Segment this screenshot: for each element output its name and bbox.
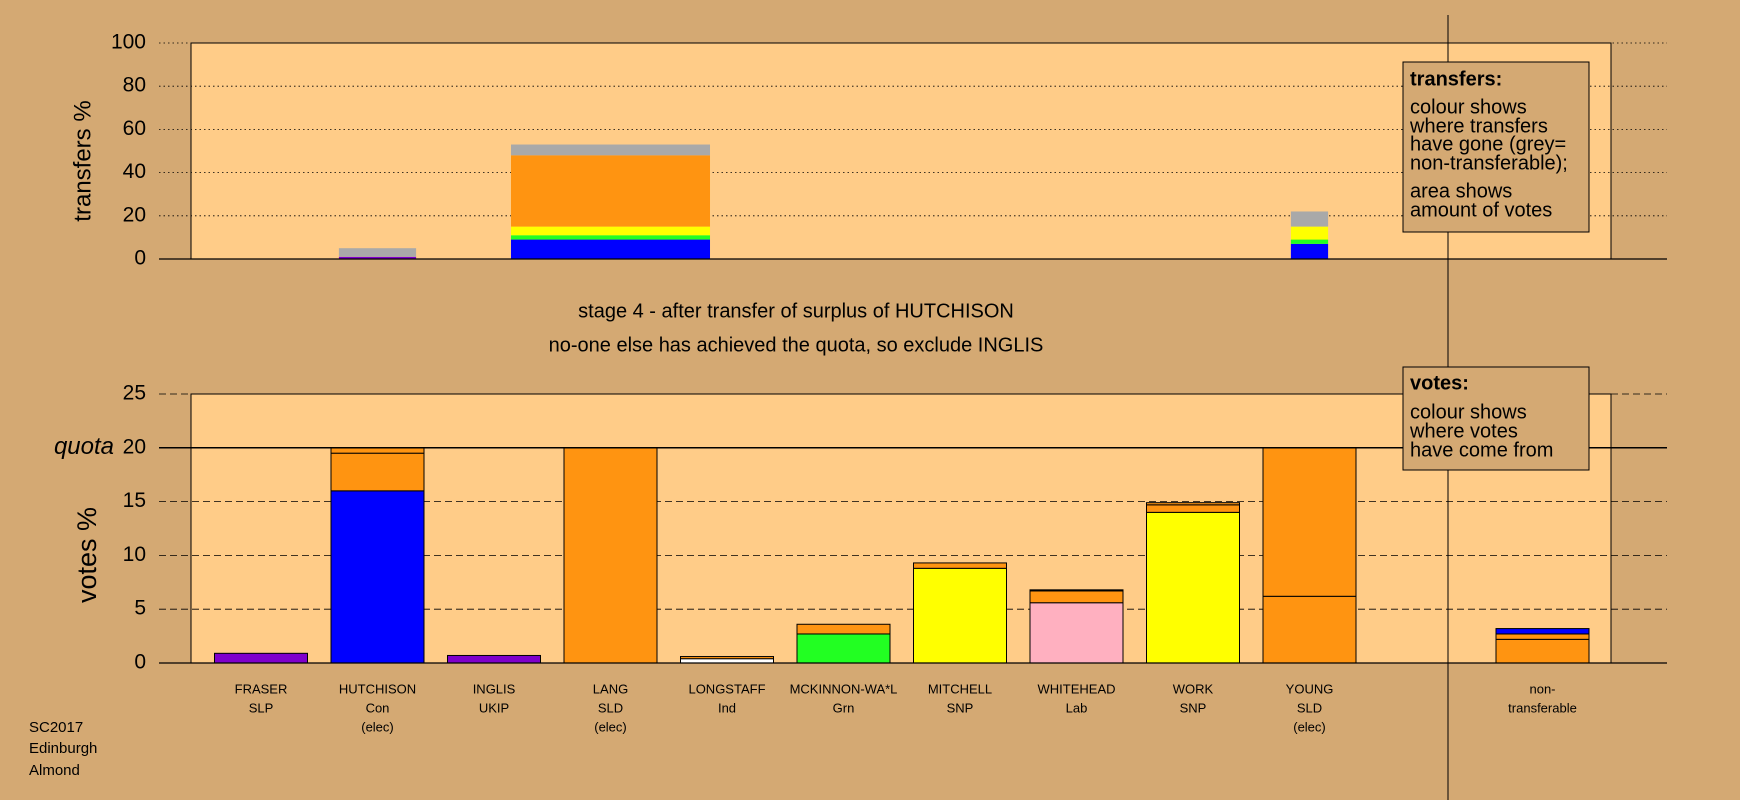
legend-text: have gone (grey= (1410, 133, 1566, 155)
legend-box (1402, 61, 1590, 233)
x-tick-label: LANG (593, 681, 628, 696)
bar-segment (680, 656, 774, 660)
bar-segment (1146, 511, 1240, 664)
x-tick-label: SNP (947, 700, 974, 715)
bar-segment (1146, 502, 1240, 506)
bar-segment (680, 658, 774, 664)
y-tick-label: 15 (123, 489, 146, 512)
bar-segment (1495, 628, 1590, 635)
bar-segment (510, 239, 711, 259)
x-tick-label: WHITEHEAD (1038, 681, 1116, 696)
legend-text: have come from (1410, 439, 1553, 461)
x-tick-label: MITCHELL (928, 681, 992, 696)
y-axis-label: votes % (72, 507, 102, 603)
y-tick-label: 10 (123, 543, 146, 566)
x-tick-label: SLD (598, 700, 623, 715)
bar-segment (1029, 590, 1124, 604)
legend-text: where transfers (1409, 115, 1548, 137)
y-tick-label: 0 (134, 247, 146, 270)
y-tick-label: 25 (123, 382, 146, 405)
x-tick-label: SNP (1180, 700, 1207, 715)
y-axis-label: transfers % (69, 100, 96, 221)
x-tick-label: YOUNG (1286, 681, 1334, 696)
bar-segment (1290, 243, 1329, 259)
bar-segment (563, 447, 658, 664)
x-tick-label: SLP (249, 700, 274, 715)
bar-segment (214, 652, 308, 664)
x-tick-label: WORK (1173, 681, 1214, 696)
bar-segment (330, 490, 425, 664)
x-tick-label: SLD (1297, 700, 1322, 715)
x-tick-label: LONGSTAFF (688, 681, 765, 696)
legend-box (1402, 366, 1590, 471)
bar-segment (1495, 633, 1590, 640)
caption: stage 4 - after transfer of surplus of H… (578, 300, 1014, 322)
x-tick-label: (elec) (1293, 719, 1326, 734)
footer: Almond (29, 762, 80, 779)
bar-segment (1495, 638, 1590, 664)
bar-segment (330, 447, 425, 454)
x-tick-label: MCKINNON-WA*L (790, 681, 898, 696)
bar-segment (510, 226, 711, 236)
bar-segment (1262, 447, 1357, 597)
bar-segment (338, 256, 417, 259)
bar-segment (510, 235, 711, 240)
legend-text: amount of votes (1410, 199, 1552, 221)
bar-segment (1146, 504, 1240, 513)
bar-segment (796, 623, 891, 635)
y-tick-label: 20 (123, 435, 146, 458)
bar-segment (913, 562, 1007, 569)
x-tick-label: Con (366, 700, 390, 715)
quota-label: quota (54, 433, 114, 460)
x-tick-label: INGLIS (473, 681, 516, 696)
y-tick-label: 80 (123, 74, 146, 97)
bar-segment (1262, 595, 1357, 664)
plot-frame (190, 393, 1612, 664)
legend-text: colour shows (1410, 96, 1527, 118)
y-tick-label: 0 (134, 651, 146, 674)
x-tick-label: FRASER (235, 681, 288, 696)
bar-segment (1029, 602, 1124, 664)
bar-segment (510, 155, 711, 227)
bar-segment (510, 144, 711, 156)
y-tick-label: 20 (123, 203, 146, 226)
y-tick-label: 100 (111, 31, 146, 54)
x-tick-label: transferable (1508, 700, 1577, 715)
legend-title: transfers: (1410, 68, 1502, 90)
bar-segment (796, 633, 891, 664)
bar-segment (1290, 239, 1329, 244)
legend-text: colour shows (1410, 401, 1527, 423)
caption: no-one else has achieved the quota, so e… (549, 334, 1044, 356)
y-tick-label: 40 (123, 160, 146, 183)
legend-text: non-transferable); (1410, 152, 1568, 174)
footer: SC2017 (29, 719, 83, 736)
x-tick-label: non- (1529, 681, 1555, 696)
x-tick-label: UKIP (479, 700, 509, 715)
bar-segment (1290, 226, 1329, 240)
bar-segment (447, 654, 541, 664)
x-tick-label: (elec) (361, 719, 394, 734)
x-tick-label: Ind (718, 700, 736, 715)
bar-segment (1029, 589, 1124, 592)
legend-text: where votes (1409, 420, 1518, 442)
bar-segment (913, 567, 1007, 664)
plot-frame (190, 42, 1612, 260)
footer: Edinburgh (29, 740, 97, 757)
legend-title: votes: (1410, 372, 1469, 394)
bar-segment (1290, 211, 1329, 227)
legend-text: area shows (1410, 180, 1512, 202)
y-tick-label: 5 (134, 597, 146, 620)
y-tick-label: 60 (123, 117, 146, 140)
bar-segment (338, 248, 417, 257)
x-tick-label: Lab (1066, 700, 1088, 715)
x-tick-label: (elec) (594, 719, 627, 734)
bar-segment (330, 452, 425, 492)
x-tick-label: Grn (833, 700, 855, 715)
x-tick-label: HUTCHISON (339, 681, 416, 696)
